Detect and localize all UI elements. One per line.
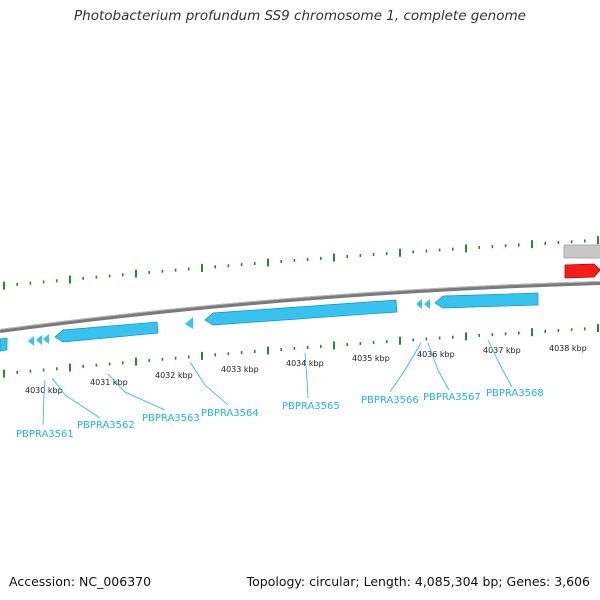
outer-gc-ticks bbox=[3, 236, 599, 290]
kbp-label: 4032 kbp bbox=[155, 371, 193, 380]
kbp-scale: 4030 kbp 4031 kbp 4032 kbp 4033 kbp 4034… bbox=[25, 344, 587, 395]
kbp-label: 4036 kbp bbox=[417, 350, 455, 359]
gene-arrow-small-5[interactable] bbox=[416, 299, 422, 309]
kbp-label: 4030 kbp bbox=[25, 386, 63, 395]
gene-labels: PBPRA3561 PBPRA3562 PBPRA3563 PBPRA3564 … bbox=[16, 388, 544, 440]
map-title: Photobacterium profundum SS9 chromosome … bbox=[74, 8, 526, 24]
chromosome-backbone-highlight bbox=[0, 281, 600, 330]
leader-line bbox=[304, 352, 309, 399]
gene-arrow-b[interactable] bbox=[204, 299, 398, 326]
leader-line bbox=[107, 373, 166, 411]
kbp-label: 4035 kbp bbox=[352, 354, 390, 363]
gene-label-pbpra3562[interactable]: PBPRA3562 bbox=[77, 420, 135, 431]
gene-arrow-small-3[interactable] bbox=[43, 334, 49, 344]
leader-line bbox=[42, 379, 46, 426]
topology-text: Topology: circular; Length: 4,085,304 bp… bbox=[246, 574, 590, 589]
reverse-strand-genes bbox=[0, 292, 539, 352]
leader-line bbox=[427, 342, 450, 391]
chromosome-backbone bbox=[0, 281, 600, 333]
leader-line bbox=[189, 361, 229, 406]
gene-label-pbpra3566[interactable]: PBPRA3566 bbox=[361, 395, 419, 406]
kbp-label: 4031 kbp bbox=[90, 378, 128, 387]
kbp-label: 4037 kbp bbox=[483, 346, 521, 355]
gene-arrow-small-6[interactable] bbox=[424, 299, 430, 309]
gene-leader-lines bbox=[42, 339, 513, 426]
gene-label-pbpra3565[interactable]: PBPRA3565 bbox=[282, 401, 340, 412]
gene-arrow-a[interactable] bbox=[54, 321, 159, 343]
leader-line bbox=[487, 339, 513, 388]
gene-arrow-small-2[interactable] bbox=[36, 335, 42, 345]
gene-label-pbpra3568[interactable]: PBPRA3568 bbox=[486, 388, 544, 399]
accession-text: Accession: NC_006370 bbox=[9, 574, 152, 589]
gene-label-pbpra3561[interactable]: PBPRA3561 bbox=[16, 429, 74, 440]
inner-gc-ticks bbox=[3, 324, 599, 378]
gene-arrow-c[interactable] bbox=[434, 292, 539, 309]
gene-arrow-small-1[interactable] bbox=[28, 336, 34, 346]
kbp-label: 4034 kbp bbox=[286, 359, 324, 368]
gene-arrow-edge[interactable] bbox=[0, 337, 8, 352]
gene-label-pbpra3564[interactable]: PBPRA3564 bbox=[201, 408, 259, 419]
grey-feature-block[interactable] bbox=[563, 244, 600, 259]
gene-arrow-small-4[interactable] bbox=[185, 317, 193, 329]
leader-line bbox=[389, 342, 422, 393]
gene-label-pbpra3567[interactable]: PBPRA3567 bbox=[423, 392, 481, 403]
leader-line bbox=[51, 377, 101, 419]
red-feature-arrow[interactable] bbox=[564, 263, 600, 279]
gene-label-pbpra3563[interactable]: PBPRA3563 bbox=[142, 413, 200, 424]
kbp-label: 4038 kbp bbox=[549, 344, 587, 353]
kbp-label: 4033 kbp bbox=[221, 365, 259, 374]
